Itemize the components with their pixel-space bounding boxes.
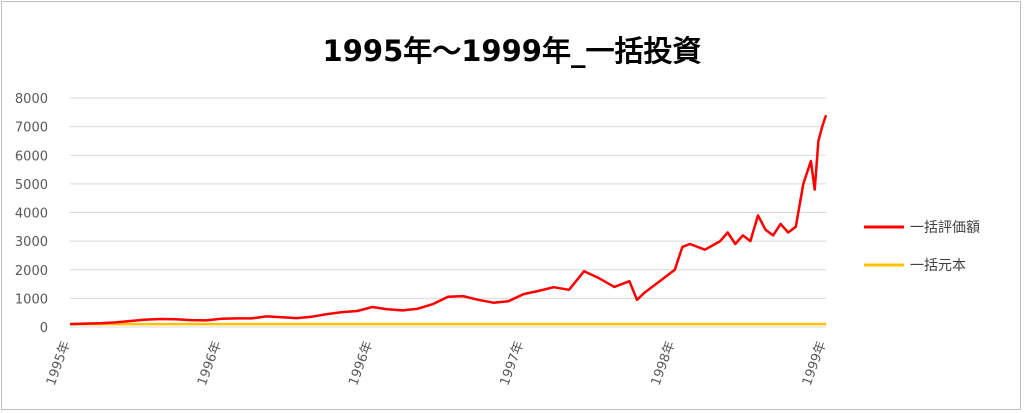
- x-tick-label: 1997年: [497, 339, 527, 387]
- y-tick-label: 7000: [15, 121, 48, 136]
- legend-label: 一括評価額: [910, 220, 980, 236]
- y-axis-ticks: 0 1000 2000 3000 4000 5000 6000 7000 8000: [15, 92, 48, 336]
- y-tick-label: 3000: [15, 235, 48, 250]
- x-tick-label: 1995年: [44, 339, 74, 387]
- chart-title: 1995年～1999年_一括投資: [322, 34, 702, 68]
- y-tick-label: 8000: [15, 92, 48, 107]
- x-tick-label: 1996年: [195, 339, 225, 387]
- y-tick-label: 4000: [15, 207, 48, 222]
- y-tick-label: 6000: [15, 149, 48, 164]
- gridlines: [70, 97, 826, 328]
- y-tick-label: 1000: [15, 292, 48, 307]
- y-tick-label: 0: [40, 321, 48, 336]
- y-tick-label: 5000: [15, 178, 48, 193]
- y-tick-label: 2000: [15, 264, 48, 279]
- x-tick-label: 1996年: [346, 339, 376, 387]
- series-line: [69, 114, 828, 326]
- x-tick-label: 1998年: [649, 339, 679, 387]
- x-tick-label: 1999年: [800, 339, 830, 387]
- legend-label: 一括元本: [910, 258, 966, 274]
- series-lines: [69, 114, 828, 326]
- x-axis-ticks: 1995年 1996年 1996年 1997年 1998年 1999年: [44, 339, 830, 387]
